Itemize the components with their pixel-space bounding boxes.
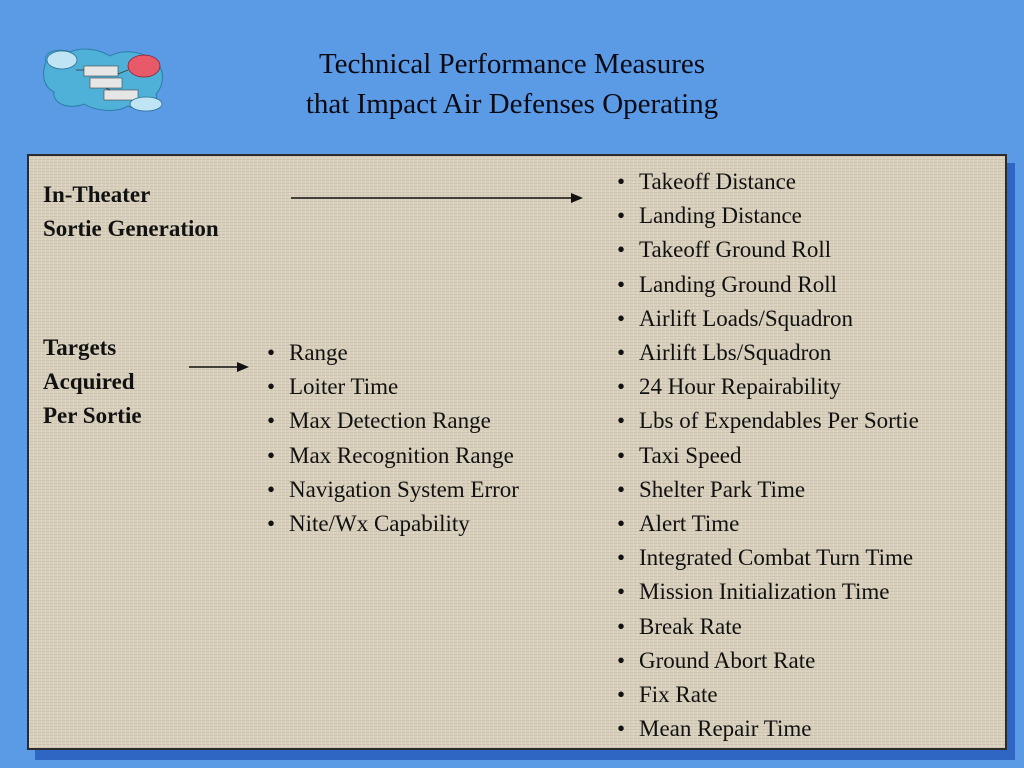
- list-item: Max Recognition Range: [267, 439, 519, 473]
- list-item: Landing Ground Roll: [617, 268, 919, 302]
- list-item: Lbs of Expendables Per Sortie: [617, 404, 919, 438]
- list-item: Takeoff Ground Roll: [617, 233, 919, 267]
- title-line-1: Technical Performance Measures: [318, 48, 706, 80]
- sortie-generation-label-line-2: Sortie Generation: [43, 216, 219, 241]
- title-line-2: that Impact Air Defenses Operating: [305, 88, 719, 120]
- targets-measures-list: Range Loiter Time Max Detection Range Ma…: [267, 336, 519, 541]
- list-item: Alert Time: [617, 507, 919, 541]
- list-item: Max Detection Range: [267, 404, 519, 438]
- list-item: Ground Abort Rate: [617, 644, 919, 678]
- list-item: Navigation System Error: [267, 473, 519, 507]
- list-item: Range: [267, 336, 519, 370]
- sortie-measures-list: Takeoff Distance Landing Distance Takeof…: [617, 165, 919, 747]
- process-map-logo-icon: [43, 48, 163, 112]
- content-panel: In-Theater Sortie Generation Targets Acq…: [27, 154, 1007, 750]
- list-item: Integrated Combat Turn Time: [617, 541, 919, 575]
- sortie-generation-label: In-Theater Sortie Generation: [43, 178, 219, 246]
- list-item: Mission Initialization Time: [617, 575, 919, 609]
- list-item: Airlift Loads/Squadron: [617, 302, 919, 336]
- sortie-generation-label-line-1: In-Theater: [43, 182, 151, 207]
- list-item: Fix Rate: [617, 678, 919, 712]
- list-item: Takeoff Distance: [617, 165, 919, 199]
- list-item: Shelter Park Time: [617, 473, 919, 507]
- list-item: Landing Distance: [617, 199, 919, 233]
- sortie-arrow-icon: [291, 193, 583, 203]
- targets-acquired-label-line-1: Targets: [43, 335, 117, 360]
- list-item: Nite/Wx Capability: [267, 507, 519, 541]
- slide-title: Technical Performance Measures that Impa…: [200, 44, 824, 124]
- list-item: Airlift Lbs/Squadron: [617, 336, 919, 370]
- list-item: Mean Repair Time: [617, 712, 919, 746]
- list-item: 24 Hour Repairability: [617, 370, 919, 404]
- list-item: Taxi Speed: [617, 439, 919, 473]
- targets-acquired-label-line-2: Acquired: [43, 369, 135, 394]
- list-item: Loiter Time: [267, 370, 519, 404]
- targets-acquired-label: Targets Acquired Per Sortie: [43, 331, 142, 433]
- targets-acquired-label-line-3: Per Sortie: [43, 403, 142, 428]
- targets-arrow-icon: [189, 362, 249, 372]
- list-item: Break Rate: [617, 610, 919, 644]
